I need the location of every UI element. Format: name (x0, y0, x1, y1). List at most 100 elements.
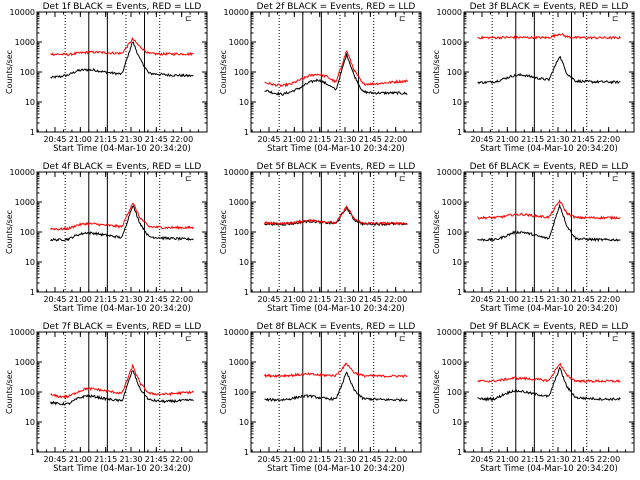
panel-3: Det 3f BLACK = Events, RED = LLD ⊏ 1 10 100 1… (432, 2, 635, 154)
y-tick-label: 1000 (15, 38, 35, 47)
x-tick-label: 21:30 (333, 295, 356, 304)
y-tick-label: 10000 (224, 8, 249, 17)
x-tick-label: 21:15 (308, 295, 331, 304)
x-tick-label: 21:45 (572, 135, 595, 144)
x-tick-label: 21:45 (359, 135, 382, 144)
x-tick-label: 22:00 (170, 295, 193, 304)
y-tick-label: 10000 (437, 328, 462, 337)
x-axis-label: Start Time (04-Mar-10 20:34:20) (53, 144, 191, 154)
lld-series-line (264, 50, 408, 88)
x-tick-label: 21:45 (145, 135, 168, 144)
y-axis-label: Counts/sec (432, 370, 441, 414)
plot-frame (463, 331, 635, 453)
y-tick-label: 1000 (442, 38, 462, 47)
y-tick-label: 1000 (442, 358, 462, 367)
y-axis-label: Counts/sec (5, 210, 14, 254)
panel-title: Det 5f BLACK = Events, RED = LLD (257, 162, 416, 172)
y-tick-label: 10000 (224, 328, 249, 337)
x-axis-label: Start Time (04-Mar-10 20:34:20) (267, 144, 405, 154)
panel-title: Det 1f BLACK = Events, RED = LLD (43, 2, 202, 12)
events-series-line (264, 371, 408, 403)
lld-series-line (477, 199, 621, 221)
x-axis-label: Start Time (04-Mar-10 20:34:20) (53, 304, 191, 314)
x-tick-label: 21:00 (69, 135, 92, 144)
y-tick-label: 1000 (15, 198, 35, 207)
panel-title: Det 3f BLACK = Events, RED = LLD (470, 2, 629, 12)
x-tick-label: 21:15 (308, 135, 331, 144)
lld-series-line (477, 33, 621, 40)
x-tick-label: 21:30 (119, 455, 142, 464)
panel-title: Det 2f BLACK = Events, RED = LLD (257, 2, 416, 12)
y-tick-label: 10000 (10, 8, 35, 17)
events-series-line (264, 205, 408, 227)
x-tick-label: 22:00 (597, 295, 620, 304)
y-tick-label: 100 (447, 68, 462, 77)
events-series-line (50, 41, 194, 79)
y-axis-label: Counts/sec (432, 50, 441, 94)
x-tick-label: 21:00 (283, 455, 306, 464)
y-axis-label: Counts/sec (432, 210, 441, 254)
x-tick-label: 20:45 (470, 455, 493, 464)
x-tick-label: 20:45 (43, 455, 66, 464)
events-series-line (50, 205, 194, 242)
y-tick-label: 1000 (15, 358, 35, 367)
x-tick-label: 21:45 (572, 295, 595, 304)
x-tick-label: 20:45 (43, 135, 66, 144)
x-tick-label: 21:15 (521, 455, 544, 464)
x-tick-label: 21:15 (521, 295, 544, 304)
legend-mark: ⊏ (612, 14, 619, 23)
plot-frame (463, 11, 635, 133)
x-tick-label: 22:00 (384, 135, 407, 144)
x-tick-label: 21:45 (145, 295, 168, 304)
y-tick-label: 100 (234, 388, 249, 397)
y-tick-label: 1 (457, 288, 462, 297)
x-tick-label: 21:00 (496, 295, 519, 304)
panel-6: Det 6f BLACK = Events, RED = LLD ⊏ 1 10 100 1… (432, 162, 635, 314)
legend-mark: ⊏ (185, 14, 192, 23)
panel-9: Det 9f BLACK = Events, RED = LLD ⊏ 1 10 100 1… (432, 322, 635, 474)
y-tick-label: 100 (234, 68, 249, 77)
x-tick-label: 22:00 (597, 135, 620, 144)
y-tick-label: 10 (452, 418, 462, 427)
y-tick-label: 10 (452, 258, 462, 267)
legend-mark: ⊏ (185, 174, 192, 183)
y-tick-label: 10 (239, 98, 249, 107)
y-tick-label: 100 (447, 388, 462, 397)
legend-mark: ⊏ (399, 14, 406, 23)
x-axis-label: Start Time (04-Mar-10 20:34:20) (267, 304, 405, 314)
x-tick-label: 21:45 (572, 455, 595, 464)
y-tick-label: 1 (244, 288, 249, 297)
y-tick-label: 10000 (10, 168, 35, 177)
x-tick-label: 21:15 (94, 295, 117, 304)
x-tick-label: 21:30 (333, 135, 356, 144)
plot-frame (250, 331, 422, 453)
plot-frame (250, 11, 422, 133)
x-tick-label: 21:30 (546, 295, 569, 304)
x-tick-label: 21:00 (69, 295, 92, 304)
x-tick-label: 20:45 (257, 295, 280, 304)
x-tick-label: 21:30 (333, 455, 356, 464)
x-axis-label: Start Time (04-Mar-10 20:34:20) (480, 464, 618, 474)
x-tick-label: 21:45 (145, 455, 168, 464)
x-tick-label: 22:00 (170, 135, 193, 144)
y-tick-label: 1000 (442, 198, 462, 207)
y-tick-label: 10000 (10, 328, 35, 337)
events-series-line (477, 55, 621, 85)
y-tick-label: 10 (25, 98, 35, 107)
events-series-line (477, 366, 621, 402)
x-tick-label: 21:30 (546, 455, 569, 464)
x-tick-label: 21:45 (359, 455, 382, 464)
y-tick-label: 100 (447, 228, 462, 237)
x-tick-label: 21:30 (119, 135, 142, 144)
panel-2: Det 2f BLACK = Events, RED = LLD ⊏ 1 10 100 1… (219, 2, 422, 154)
y-tick-label: 10 (452, 98, 462, 107)
y-tick-label: 1 (30, 128, 35, 137)
y-tick-label: 1 (244, 448, 249, 457)
y-tick-label: 1 (457, 128, 462, 137)
y-tick-label: 100 (234, 228, 249, 237)
legend-mark: ⊏ (612, 334, 619, 343)
panel-title: Det 7f BLACK = Events, RED = LLD (43, 322, 202, 332)
plot-frame (463, 171, 635, 293)
y-tick-label: 100 (20, 228, 35, 237)
